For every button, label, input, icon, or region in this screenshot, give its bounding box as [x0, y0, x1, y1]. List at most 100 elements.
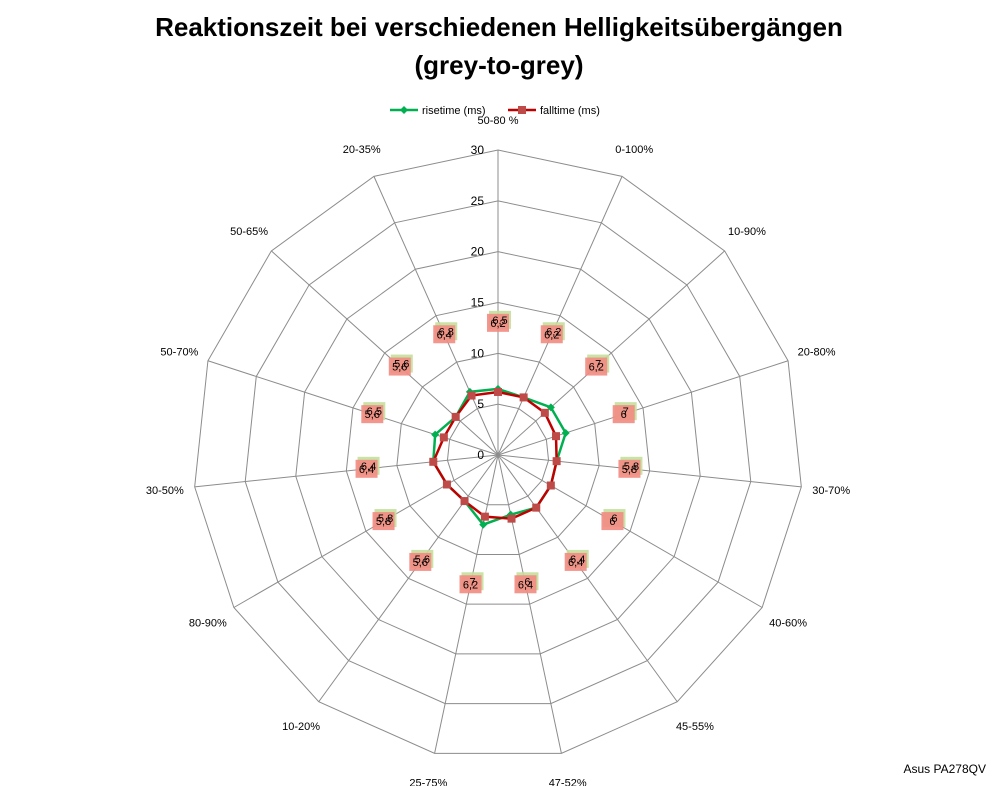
falltime-marker	[439, 433, 448, 442]
data-label: 7	[623, 406, 629, 418]
falltime-marker	[552, 457, 561, 466]
falltime-marker	[442, 480, 451, 489]
category-label: 10-20%	[282, 721, 320, 733]
data-label: 5,8	[376, 516, 391, 528]
falltime-marker	[552, 432, 561, 441]
tick-label: 5	[477, 397, 484, 411]
grid-spoke	[497, 454, 763, 608]
grid-ring-15	[345, 301, 651, 605]
grid-spoke	[497, 454, 562, 754]
data-label-box	[540, 325, 563, 344]
falltime-marker	[540, 408, 549, 417]
data-label: 5,8	[624, 461, 639, 473]
falltime-marker	[480, 512, 489, 521]
data-label-box	[388, 357, 411, 376]
legend-marker-falltime	[518, 106, 526, 114]
category-label: 45-55%	[676, 721, 714, 733]
grid-spoke	[271, 250, 499, 456]
data-label-box	[355, 459, 378, 478]
grid-ring-20	[295, 251, 701, 655]
category-label: 50-65%	[230, 226, 268, 238]
grid-spoke	[373, 176, 499, 456]
data-label-box	[514, 575, 537, 594]
series-line-1	[432, 387, 568, 527]
legend-label-1: risetime (ms)	[422, 105, 486, 117]
category-label: 50-70%	[160, 346, 198, 358]
falltime-marker	[451, 412, 460, 421]
falltime-marker	[519, 393, 528, 402]
data-label-box	[601, 512, 624, 531]
tick-label: 20	[471, 245, 485, 259]
data-label-box	[459, 575, 482, 594]
data-label: 6	[611, 513, 617, 525]
risetime-marker	[546, 403, 555, 412]
data-label: 6,4	[437, 329, 452, 341]
falltime-marker	[429, 457, 438, 466]
data-label: 6	[609, 516, 615, 528]
data-label: 6	[621, 409, 627, 421]
legend-marker-risetime	[400, 106, 408, 114]
data-label: 5,6	[392, 362, 407, 374]
data-label: 6,8	[439, 326, 454, 338]
legend-label-2: falltime (ms)	[540, 105, 600, 117]
category-label: 50-80 %	[478, 115, 519, 127]
grid-spoke	[233, 454, 499, 608]
series-line-2	[431, 390, 558, 520]
data-label: 6,2	[546, 326, 561, 338]
data-label: 6,5	[492, 315, 507, 327]
data-label: 6,2	[544, 329, 559, 341]
falltime-marker	[532, 503, 541, 512]
tick-label: 30	[471, 143, 485, 157]
grid-ring-25	[244, 200, 752, 705]
grid-spoke	[497, 454, 802, 488]
data-label-box	[585, 357, 608, 376]
grid-spoke	[318, 454, 499, 703]
tick-label: 25	[471, 194, 485, 208]
data-label-box	[433, 325, 456, 344]
data-label: 5,6	[394, 359, 409, 371]
grid-spoke	[194, 454, 499, 488]
category-label: 80-90%	[189, 618, 227, 630]
category-label: 30-70%	[812, 485, 850, 497]
data-label-box	[618, 459, 641, 478]
data-label-box	[564, 552, 587, 571]
data-label: 6,2	[589, 362, 604, 374]
category-label: 47-52%	[549, 778, 587, 786]
grid-spoke	[497, 250, 725, 456]
category-label: 10-90%	[728, 226, 766, 238]
data-label-box	[409, 552, 432, 571]
falltime-marker	[494, 387, 502, 396]
data-label: 6,4	[570, 554, 585, 566]
tick-label: 15	[471, 296, 485, 310]
chart-title-line2: (grey-to-grey)	[414, 50, 584, 80]
data-label: 7	[595, 359, 601, 371]
grid-spoke	[497, 176, 623, 456]
risetime-marker	[431, 430, 440, 439]
data-label: 5,6	[365, 409, 380, 421]
data-label: 5,8	[378, 513, 393, 525]
falltime-marker	[467, 391, 476, 400]
data-label: 5,6	[413, 557, 428, 569]
falltime-marker	[507, 514, 516, 523]
risetime-marker	[561, 429, 570, 438]
grid-spoke	[207, 360, 499, 456]
data-label-box	[372, 512, 395, 531]
tick-label: 10	[471, 346, 485, 360]
chart-title-line1: Reaktionszeit bei verschiedenen Helligke…	[155, 12, 843, 42]
data-label: 6,2	[463, 579, 478, 591]
data-label: 6,4	[361, 461, 376, 473]
data-label: 6,4	[359, 464, 374, 476]
data-label: 6	[524, 576, 530, 588]
category-label: 20-80%	[798, 346, 836, 358]
category-label: 0-100%	[615, 144, 653, 156]
category-label: 25-75%	[409, 778, 447, 786]
grid-spoke	[434, 454, 499, 754]
grid-ring-30	[194, 149, 802, 754]
category-label: 40-60%	[769, 618, 807, 630]
data-label: 7	[469, 576, 475, 588]
grid-spoke	[497, 454, 678, 703]
data-label-box	[487, 313, 509, 332]
falltime-marker	[546, 481, 555, 490]
data-label: 6,5	[367, 406, 382, 418]
